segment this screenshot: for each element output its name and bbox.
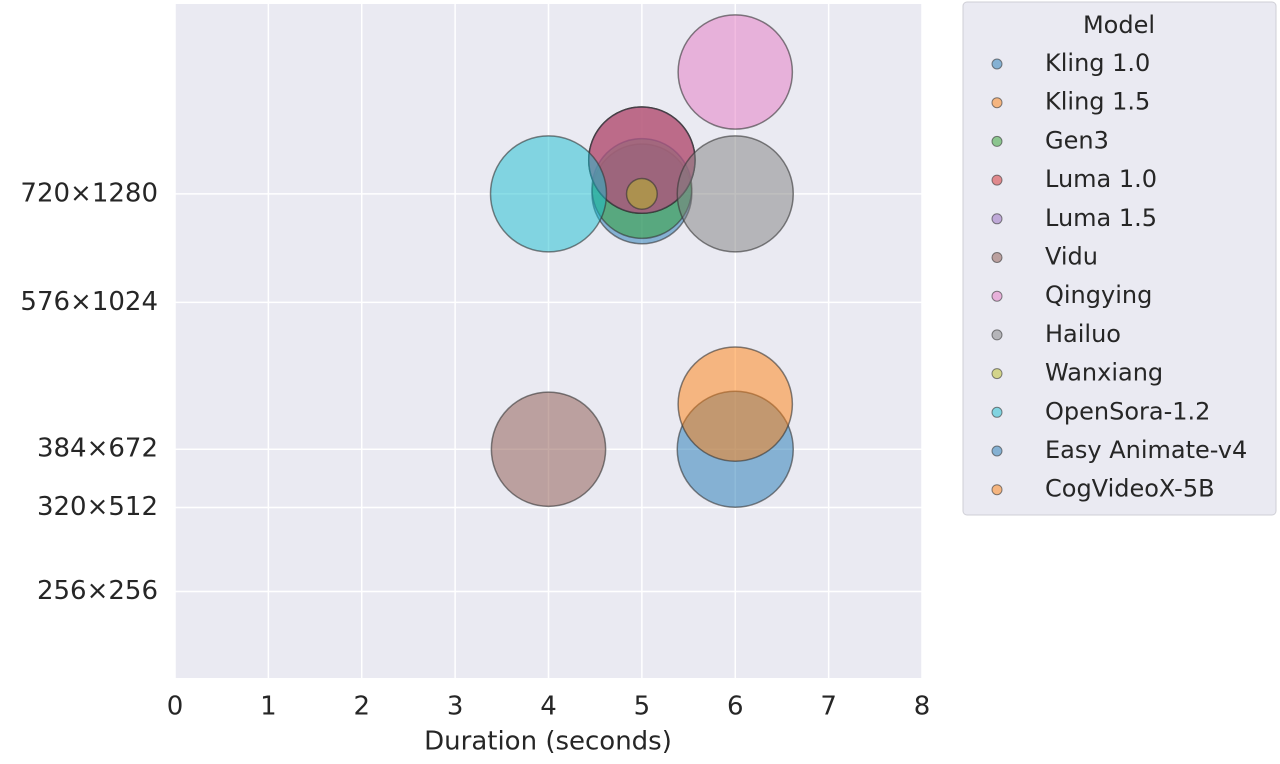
bubble xyxy=(677,14,794,130)
x-axis-label: Duration (seconds) xyxy=(424,727,672,757)
y-tick-label: 320×512 xyxy=(37,492,158,522)
legend-marker xyxy=(991,445,1003,457)
legend-label: Qingying xyxy=(1045,281,1152,309)
x-tick-label: 0 xyxy=(167,692,184,722)
x-tick-label: 3 xyxy=(447,692,464,722)
x-tick-label: 2 xyxy=(353,692,370,722)
y-tick-label: 720×1280 xyxy=(20,178,158,208)
legend-label: Wanxiang xyxy=(1045,359,1163,387)
x-tick-label: 1 xyxy=(260,692,277,722)
legend-marker xyxy=(991,174,1003,186)
legend-marker xyxy=(991,213,1003,225)
legend-marker xyxy=(991,97,1003,109)
bubble xyxy=(489,135,608,253)
legend-marker xyxy=(991,290,1003,302)
bubble xyxy=(677,346,794,462)
legend-title: Model xyxy=(1083,11,1155,39)
legend-label: Easy Animate-v4 xyxy=(1045,436,1247,464)
x-tick-label: 6 xyxy=(727,692,744,722)
x-tick-label: 4 xyxy=(540,692,557,722)
legend-label: Kling 1.0 xyxy=(1045,49,1150,77)
legend-label: Kling 1.5 xyxy=(1045,88,1150,116)
y-tick-label: 576×1024 xyxy=(20,287,158,317)
legend-marker xyxy=(991,484,1003,496)
legend-marker xyxy=(991,58,1003,70)
legend-label: Luma 1.5 xyxy=(1045,204,1157,232)
bubble xyxy=(625,177,658,210)
bubble xyxy=(676,135,794,253)
legend-label: OpenSora-1.2 xyxy=(1045,397,1210,425)
legend-label: Vidu xyxy=(1045,243,1098,271)
legend-marker xyxy=(991,368,1003,380)
legend-label: Gen3 xyxy=(1045,126,1109,154)
legend-box xyxy=(962,1,1277,516)
legend-marker xyxy=(991,135,1003,147)
legend-label: Hailuo xyxy=(1045,320,1121,348)
x-tick-label: 7 xyxy=(820,692,837,722)
x-tick-label: 5 xyxy=(634,692,651,722)
y-tick-label: 384×672 xyxy=(37,434,158,464)
legend-label: CogVideoX-5B xyxy=(1045,475,1215,503)
bubble xyxy=(490,391,607,508)
y-tick-label: 256×256 xyxy=(37,576,158,606)
legend-marker xyxy=(991,329,1003,341)
legend-marker xyxy=(991,252,1003,263)
legend-marker xyxy=(991,406,1003,418)
legend-label: Luma 1.0 xyxy=(1045,165,1157,193)
x-tick-label: 8 xyxy=(914,692,931,722)
